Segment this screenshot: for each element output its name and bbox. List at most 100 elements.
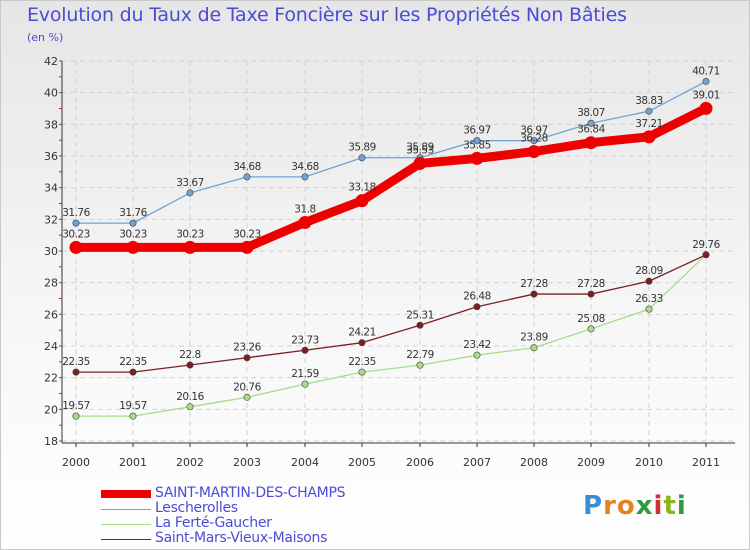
data-point-lescherolles bbox=[587, 119, 595, 127]
data-label-la-ferte-gaucher: 21.59 bbox=[291, 368, 319, 380]
data-point-saint-mars bbox=[645, 277, 653, 285]
data-label-saint-martin: 30.23 bbox=[62, 228, 90, 240]
data-point-la-ferte-gaucher bbox=[645, 305, 653, 313]
data-label-saint-martin: 31.8 bbox=[294, 204, 315, 216]
data-label-saint-martin: 30.23 bbox=[233, 228, 261, 240]
data-point-saint-martin bbox=[642, 130, 656, 144]
y-tick-label: 38 bbox=[44, 118, 58, 131]
data-point-saint-mars bbox=[243, 354, 251, 362]
chart-unit: (en %) bbox=[27, 31, 64, 44]
x-tick-label: 2005 bbox=[348, 456, 376, 469]
data-point-lescherolles bbox=[530, 137, 538, 145]
data-label-saint-mars: 29.76 bbox=[692, 239, 720, 251]
data-label-la-ferte-gaucher: 19.57 bbox=[119, 400, 147, 412]
data-point-lescherolles bbox=[645, 107, 653, 115]
data-point-lescherolles bbox=[129, 219, 137, 227]
x-tick-label: 2007 bbox=[463, 456, 491, 469]
data-point-saint-mars bbox=[129, 368, 137, 376]
legend-label-saint-martin: SAINT-MARTIN-DES-CHAMPS bbox=[155, 485, 346, 501]
y-tick-label: 30 bbox=[44, 245, 58, 258]
legend-label-la-ferte-gaucher: La Ferté-Gaucher bbox=[155, 515, 272, 531]
data-point-saint-mars bbox=[416, 321, 424, 329]
data-point-la-ferte-gaucher bbox=[530, 344, 538, 352]
data-label-saint-martin: 30.23 bbox=[119, 228, 147, 240]
legend-swatch-saint-mars bbox=[101, 539, 151, 540]
data-point-saint-martin bbox=[699, 101, 713, 115]
y-tick-label: 28 bbox=[44, 277, 58, 290]
data-point-la-ferte-gaucher bbox=[72, 412, 80, 420]
data-label-lescherolles: 31.76 bbox=[62, 207, 90, 219]
data-label-la-ferte-gaucher: 20.76 bbox=[233, 381, 261, 393]
y-tick-label: 36 bbox=[44, 150, 58, 163]
data-point-saint-martin bbox=[527, 145, 541, 159]
data-point-saint-martin bbox=[470, 151, 484, 165]
data-label-saint-mars: 22.35 bbox=[62, 356, 90, 368]
data-point-saint-mars bbox=[473, 303, 481, 311]
y-tick-label: 32 bbox=[44, 213, 58, 226]
data-label-lescherolles: 38.07 bbox=[577, 107, 605, 119]
logo-letter: i bbox=[676, 491, 687, 521]
data-label-saint-martin: 30.23 bbox=[176, 228, 204, 240]
data-point-saint-martin bbox=[355, 194, 369, 208]
axes: 18 20 22 24 26 28 30 32 34 36 38 40 42 2000 2001 2002 20… bbox=[44, 55, 735, 469]
data-label-lescherolles: 34.68 bbox=[291, 161, 319, 173]
data-label-saint-mars: 27.28 bbox=[577, 278, 605, 290]
grid bbox=[62, 60, 735, 442]
data-point-saint-mars bbox=[72, 368, 80, 376]
legend-swatch-lescherolles bbox=[101, 509, 151, 510]
data-label-lescherolles: 36.97 bbox=[463, 125, 491, 137]
x-tick-label: 2006 bbox=[406, 456, 434, 469]
data-point-lescherolles bbox=[473, 137, 481, 145]
x-tick-label: 2003 bbox=[233, 456, 261, 469]
data-label-saint-mars: 22.35 bbox=[119, 356, 147, 368]
y-tick-label: 18 bbox=[44, 435, 58, 448]
data-label-la-ferte-gaucher: 23.89 bbox=[520, 332, 548, 344]
series-line-la-ferte-gaucher bbox=[76, 254, 707, 417]
data-label-la-ferte-gaucher: 23.42 bbox=[463, 339, 491, 351]
x-tick-label: 2008 bbox=[520, 456, 548, 469]
x-tick-label: 2010 bbox=[635, 456, 663, 469]
data-label-la-ferte-gaucher: 22.35 bbox=[348, 356, 376, 368]
data-point-saint-mars bbox=[587, 290, 595, 298]
logo-letter: r bbox=[603, 491, 617, 521]
proxiti-logo: Proxiti bbox=[583, 491, 687, 521]
data-label-la-ferte-gaucher: 26.33 bbox=[635, 293, 663, 305]
data-point-saint-martin bbox=[240, 240, 254, 254]
chart-title: Evolution du Taux de Taxe Foncière sur l… bbox=[27, 4, 627, 26]
data-label-lescherolles: 34.68 bbox=[233, 161, 261, 173]
x-tick-label: 2009 bbox=[577, 456, 605, 469]
data-point-saint-mars bbox=[301, 346, 309, 354]
data-label-saint-mars: 27.28 bbox=[520, 278, 548, 290]
data-label-lescherolles: 38.83 bbox=[635, 95, 663, 107]
data-label-saint-mars: 28.09 bbox=[635, 265, 663, 277]
data-point-lescherolles bbox=[243, 173, 251, 181]
y-tick-label: 34 bbox=[44, 182, 58, 195]
data-point-la-ferte-gaucher bbox=[416, 361, 424, 369]
legend-label-saint-mars: Saint-Mars-Vieux-Maisons bbox=[155, 530, 328, 546]
y-tick-label: 42 bbox=[44, 55, 58, 68]
data-point-lescherolles bbox=[72, 219, 80, 227]
data-label-saint-mars: 25.31 bbox=[406, 309, 434, 321]
legend-swatch-saint-martin bbox=[101, 490, 151, 498]
x-tick-label: 2004 bbox=[291, 456, 319, 469]
y-tick-label: 24 bbox=[44, 340, 58, 353]
y-tick-label: 22 bbox=[44, 372, 58, 385]
data-point-la-ferte-gaucher bbox=[358, 368, 366, 376]
logo-letter: x bbox=[635, 491, 654, 521]
x-tick-label: 2002 bbox=[176, 456, 204, 469]
data-label-saint-martin: 35.85 bbox=[463, 139, 491, 151]
data-labels: 30.23 30.23 30.23 30.23 31.8 33.18 35.53 35.85 3… bbox=[62, 65, 721, 412]
data-point-saint-martin bbox=[183, 240, 197, 254]
series-line-saint-mars bbox=[76, 254, 707, 373]
data-point-la-ferte-gaucher bbox=[301, 380, 309, 388]
data-point-la-ferte-gaucher bbox=[243, 393, 251, 401]
data-label-saint-mars: 23.26 bbox=[233, 342, 261, 354]
data-label-saint-mars: 26.48 bbox=[463, 291, 491, 303]
legend-swatch-la-ferte-gaucher bbox=[101, 524, 151, 525]
x-tick-label: 2011 bbox=[692, 456, 720, 469]
data-point-saint-mars bbox=[358, 339, 366, 347]
data-label-lescherolles: 35.89 bbox=[406, 142, 434, 154]
data-label-lescherolles: 33.67 bbox=[176, 177, 204, 189]
data-point-saint-martin bbox=[126, 240, 140, 254]
